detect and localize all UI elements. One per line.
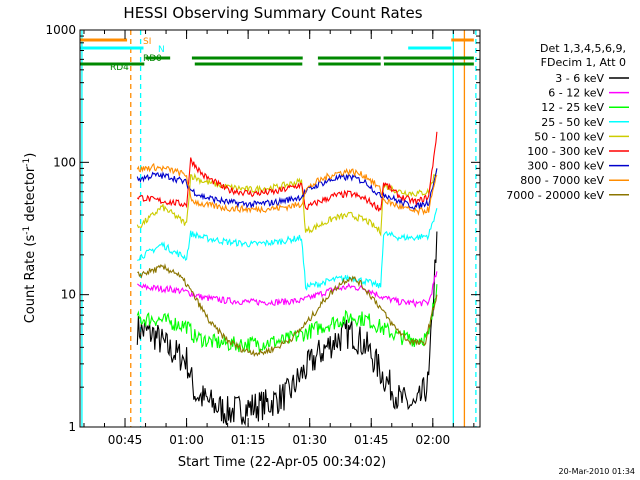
series-line-2 (136, 271, 438, 308)
series-line-8 (136, 162, 438, 216)
y-axis-label-sup1: -1 (22, 226, 32, 235)
legend-label-4: 25 - 50 keV (541, 116, 604, 129)
legend-label-7: 300 - 800 keV (527, 160, 604, 173)
y-axis-label: Count Rate (s-1 detector-1) (22, 153, 38, 324)
legend-label-2: 6 - 12 keV (548, 87, 604, 100)
legend-label-5: 50 - 100 keV (534, 130, 604, 143)
y-axis-label-sup2: -1 (22, 158, 32, 167)
series-line-6 (136, 131, 438, 212)
legend-label-8: 800 - 7000 keV (520, 174, 604, 187)
y-tick-label: 1000 (45, 23, 76, 37)
x-tick-label: 01:30 (292, 433, 327, 447)
legend-header-line-1: Det 1,3,4,5,6,9, (540, 42, 626, 55)
y-axis-label-part1: Count Rate (s (23, 235, 38, 324)
y-axis-label-part3: ) (23, 153, 38, 158)
x-tick-label: 02:00 (416, 433, 451, 447)
x-tick-label: 01:45 (354, 433, 389, 447)
y-axis-label-part2: detector (23, 166, 38, 226)
x-axis-label: Start Time (22-Apr-05 00:34:02) (178, 455, 386, 470)
flag-label-rd0: RD0 (143, 54, 162, 64)
flag-label-rd4: RD4 (110, 63, 129, 73)
legend-header-line-2: FDecim 1, Att 0 (541, 56, 626, 69)
legend: Det 1,3,4,5,6,9,FDecim 1, Att 0 3 - 6 keV… (506, 42, 629, 202)
series-line-9 (137, 263, 438, 357)
plot-frame (79, 29, 481, 428)
chart-title: HESSI Observing Summary Count Rates (123, 4, 422, 22)
series-line-1 (136, 231, 438, 427)
legend-label-1: 3 - 6 keV (555, 72, 604, 85)
series-line-3 (136, 284, 438, 354)
y-tick-label: 1 (68, 420, 76, 434)
legend-label-3: 12 - 25 keV (541, 101, 604, 114)
legend-label-6: 100 - 300 keV (527, 145, 604, 158)
y-tick-label: 100 (53, 155, 76, 169)
series-line-7 (136, 168, 438, 210)
x-tick-label: 01:00 (169, 433, 204, 447)
series-line-4 (137, 208, 438, 291)
x-tick-label: 01:15 (231, 433, 266, 447)
flag-label-si: SI (143, 37, 151, 47)
footer-timestamp: 20-Mar-2010 01:34 (559, 467, 636, 476)
flag-label-n: N (158, 45, 165, 55)
x-tick-label: 00:45 (108, 433, 143, 447)
series-line-5 (136, 168, 438, 237)
axes: 1 10 100 1000 00:45 01:00 01:15 01:30 01:45 02:00 (45, 23, 480, 447)
legend-label-9: 7000 - 20000 keV (506, 189, 604, 202)
y-tick-label: 10 (61, 288, 76, 302)
